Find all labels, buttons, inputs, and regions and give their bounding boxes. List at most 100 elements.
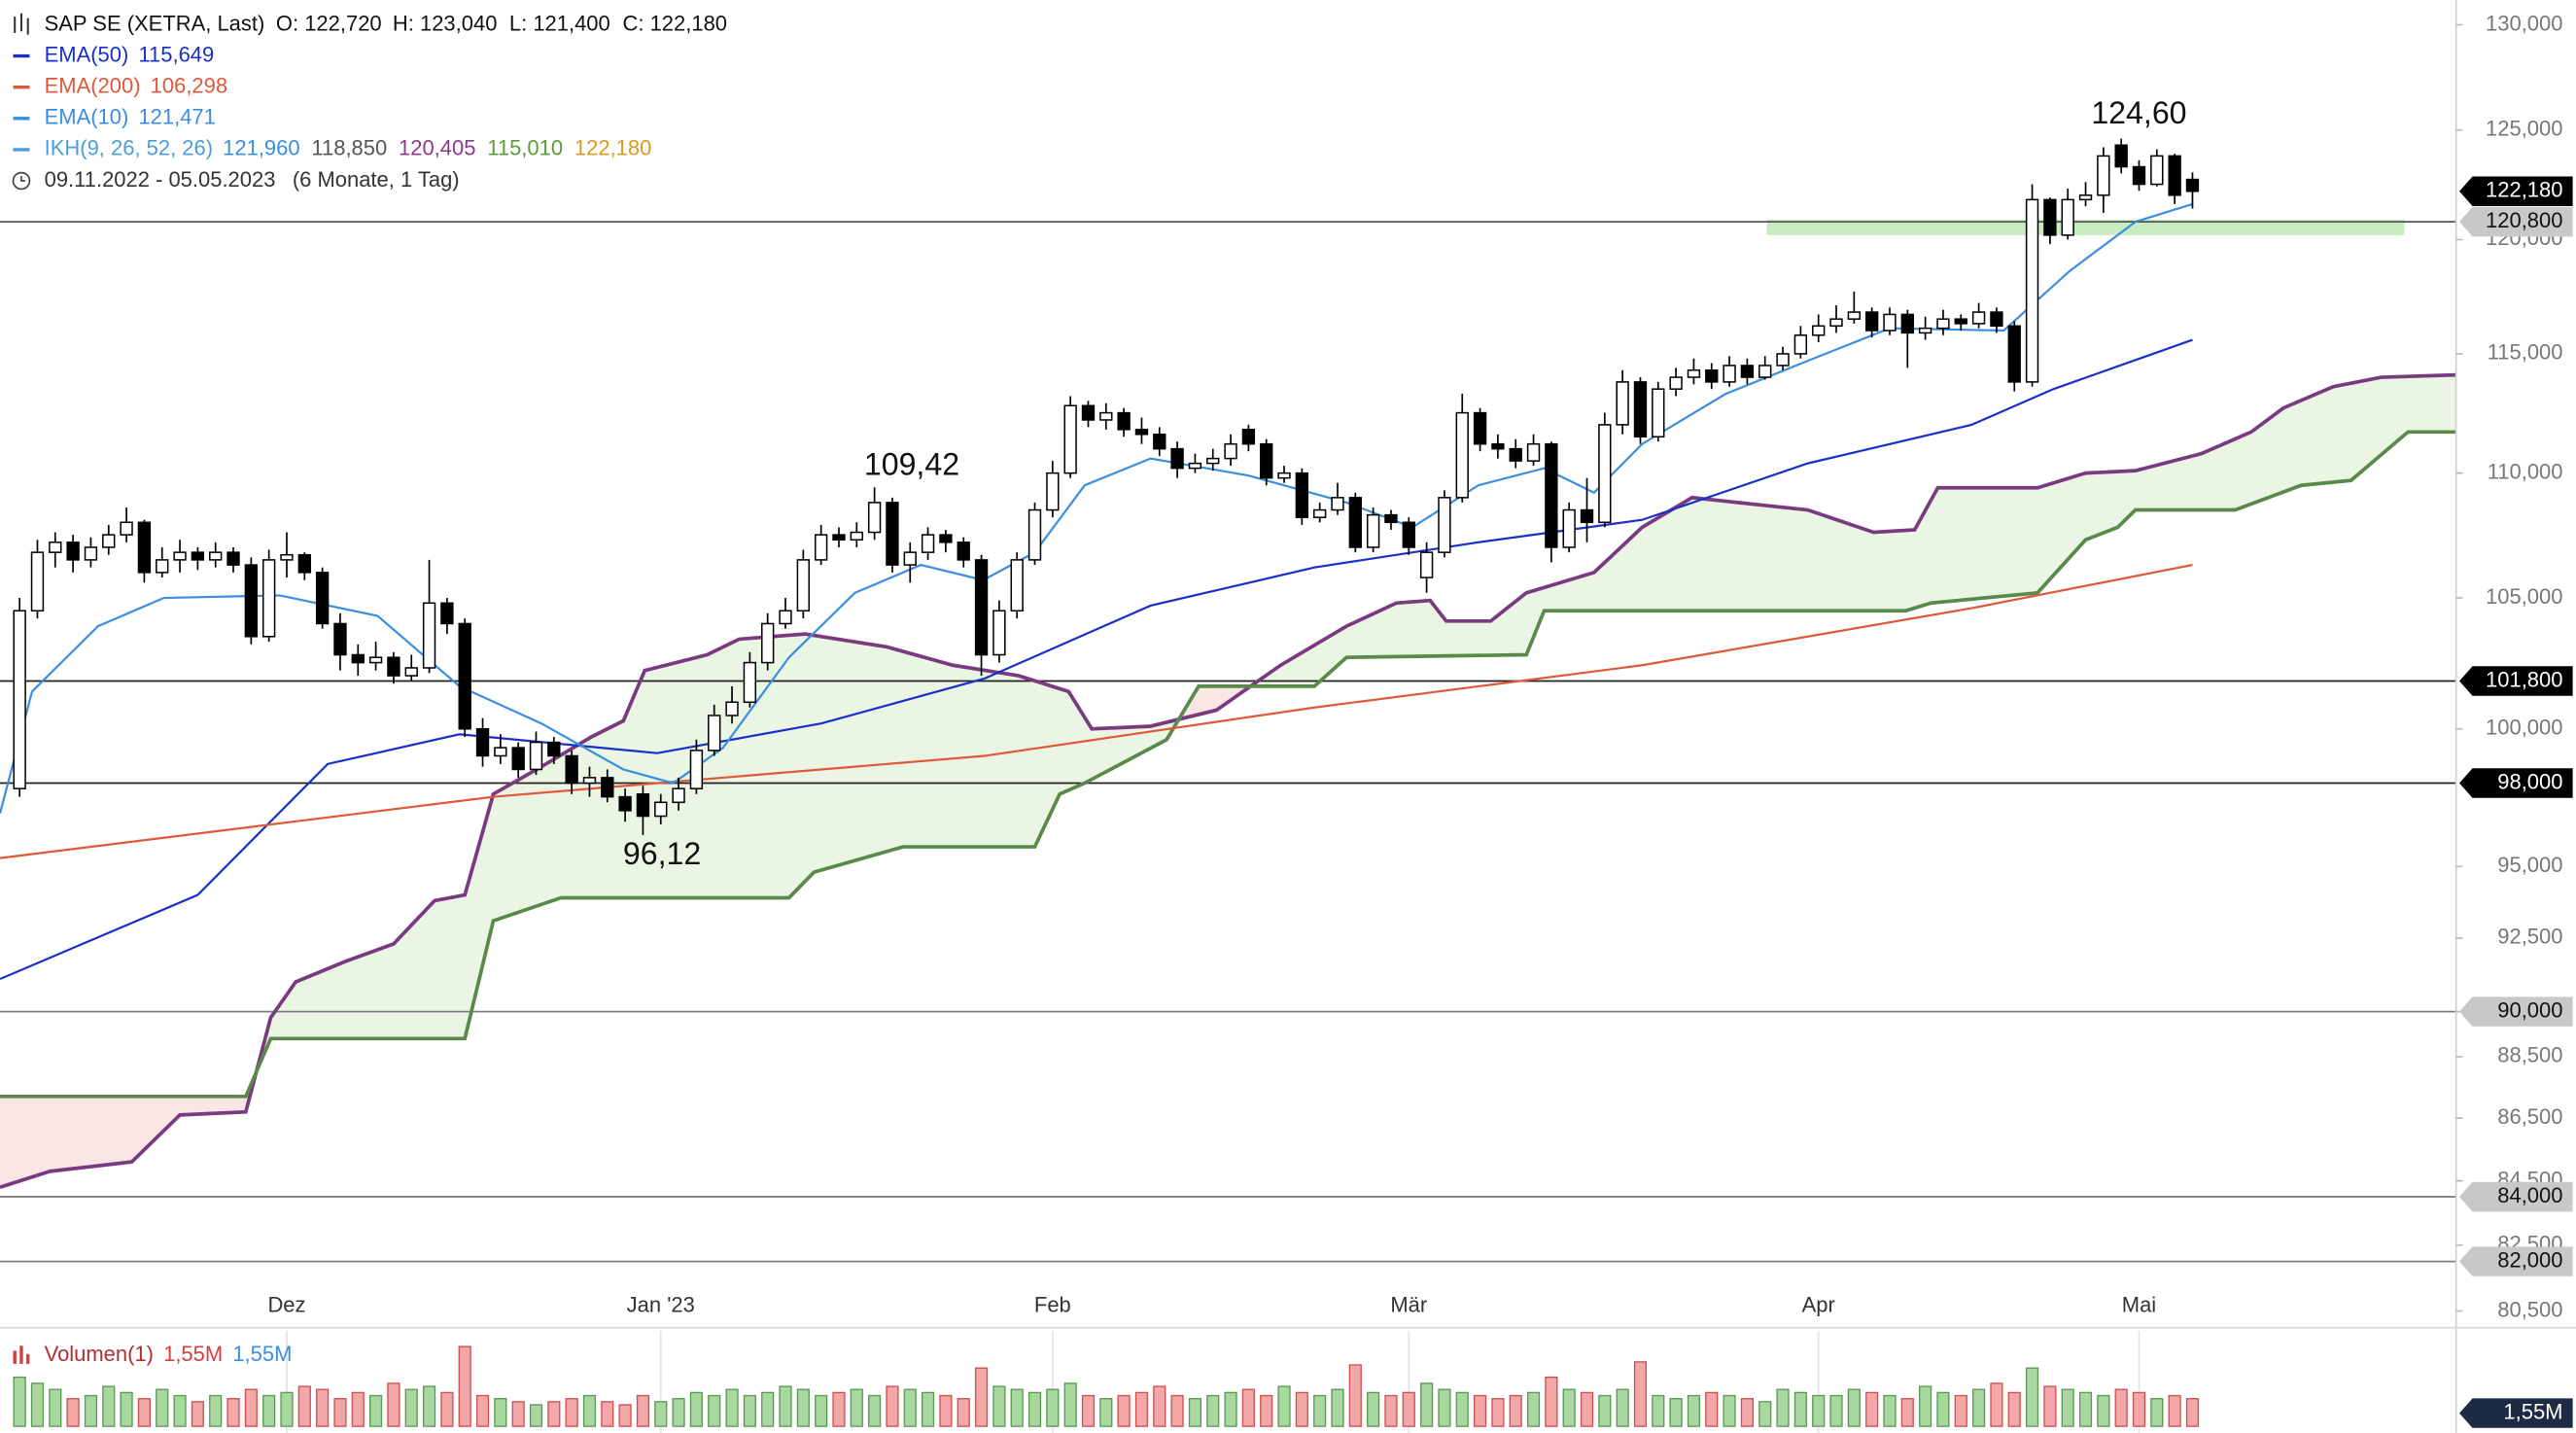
volume-bar	[2114, 1388, 2128, 1427]
volume-bar	[1063, 1382, 1077, 1427]
title: SAP SE (XETRA, Last)	[45, 11, 265, 35]
volume-bar	[974, 1367, 989, 1427]
ema-line	[0, 338, 2193, 981]
candle-body	[921, 534, 935, 553]
volume-bar	[316, 1388, 330, 1427]
volume-bar	[992, 1385, 1006, 1427]
legend-value: 106,298	[151, 74, 227, 98]
range: (6 Monate, 1 Tag)	[293, 167, 460, 192]
ohlc-open: O: 122,720	[276, 11, 382, 35]
x-tick-label: Mai	[2122, 1293, 2156, 1317]
span-a-line	[0, 372, 2456, 1189]
volume-icon	[13, 1346, 30, 1364]
candle-body	[1954, 318, 1967, 325]
candle-body	[511, 747, 525, 771]
cloud-up	[256, 374, 2457, 1072]
volume-bar	[1206, 1394, 1220, 1427]
volume-bar	[13, 1376, 26, 1427]
volume-bar	[654, 1401, 668, 1427]
candle-body	[832, 534, 846, 541]
candle-body	[2132, 165, 2146, 186]
volume-bar	[209, 1394, 223, 1427]
legend-label: EMA(10)	[45, 105, 129, 129]
volume-bar	[30, 1382, 45, 1427]
y-tick-label: 115,000	[2488, 340, 2563, 365]
y-tick-label: 95,000	[2497, 853, 2562, 877]
volume-bar	[1313, 1394, 1327, 1427]
volume-bar	[1954, 1394, 1967, 1427]
candle-body	[1419, 551, 1434, 578]
candle-body	[261, 559, 276, 638]
ohlc-low: L: 121,400	[509, 11, 610, 35]
volume-bar	[761, 1391, 775, 1427]
volume-box-label: 1,55M	[2503, 1399, 2562, 1423]
candle-body	[2114, 144, 2128, 168]
candle-body	[209, 551, 223, 561]
volume-bar	[1972, 1388, 1986, 1427]
candle-body	[404, 667, 418, 677]
y-tick-label: 105,000	[2486, 584, 2562, 609]
candle-body	[2097, 155, 2110, 196]
volume-bar	[1188, 1398, 1202, 1427]
candle-body	[939, 534, 953, 543]
volume-bar	[1669, 1398, 1683, 1427]
volume-bar	[1367, 1391, 1380, 1427]
annotation: 124,60	[2091, 95, 2186, 130]
volume-bar	[1277, 1385, 1291, 1427]
level-label: 82,000	[2497, 1247, 2562, 1272]
candle-body	[1027, 508, 1042, 561]
candle-body	[1366, 513, 1380, 548]
volume-bar	[1081, 1394, 1096, 1427]
volume-bar	[1134, 1391, 1149, 1427]
x-tick-label: Feb	[1034, 1293, 1071, 1317]
volume-bar	[1919, 1385, 1932, 1427]
candle-body	[2168, 155, 2181, 196]
volume-bar	[494, 1398, 507, 1427]
candle-body	[1847, 311, 1862, 320]
candle-body	[1063, 404, 1077, 474]
legend-value: 118,850	[311, 136, 387, 160]
volume-bar	[2097, 1394, 2110, 1427]
candle-body	[1402, 521, 1415, 548]
candle-body	[957, 542, 970, 561]
y-tick-label: 130,000	[2486, 11, 2562, 35]
volume-bar	[333, 1398, 347, 1427]
candle-body	[1918, 327, 1932, 334]
level-box	[2459, 666, 2573, 696]
volume-bar	[1384, 1394, 1398, 1427]
candle-body	[66, 542, 80, 561]
period: 09.11.2022 - 05.05.2023	[45, 167, 276, 192]
volume-bar	[1509, 1394, 1522, 1427]
y-tick-label: 88,500	[2497, 1043, 2562, 1067]
volume-bar	[1705, 1391, 1719, 1427]
volume-bar	[1224, 1391, 1237, 1427]
volume-bar	[1936, 1391, 1950, 1427]
candle-body	[387, 656, 400, 677]
candle-body	[1241, 429, 1256, 445]
volume-bar	[1491, 1398, 1505, 1427]
candle-body	[1936, 318, 1950, 330]
volume-bar	[708, 1394, 721, 1427]
candle-body	[1331, 497, 1344, 511]
candle-body	[618, 795, 632, 812]
legend-label: EMA(50)	[45, 42, 129, 66]
candle-body	[440, 602, 454, 625]
volume-bar	[475, 1394, 490, 1427]
volume-bar	[2150, 1398, 2164, 1427]
volume-bar	[1153, 1385, 1166, 1427]
volume-bar	[815, 1394, 828, 1427]
candle-body	[743, 661, 757, 704]
volume-bar	[120, 1391, 133, 1427]
volume-bar	[1402, 1391, 1415, 1427]
span-b-line	[0, 430, 2456, 1099]
candle-body	[1081, 404, 1096, 421]
candle-body	[1224, 442, 1237, 460]
candle-body	[1883, 313, 1897, 332]
volume-bar	[1616, 1388, 1629, 1427]
volume-bar	[529, 1404, 543, 1427]
plot-area	[0, 138, 2457, 1263]
candle-body	[2061, 198, 2074, 236]
legend-value: 122,180	[574, 136, 651, 160]
volume-bar	[886, 1385, 899, 1427]
